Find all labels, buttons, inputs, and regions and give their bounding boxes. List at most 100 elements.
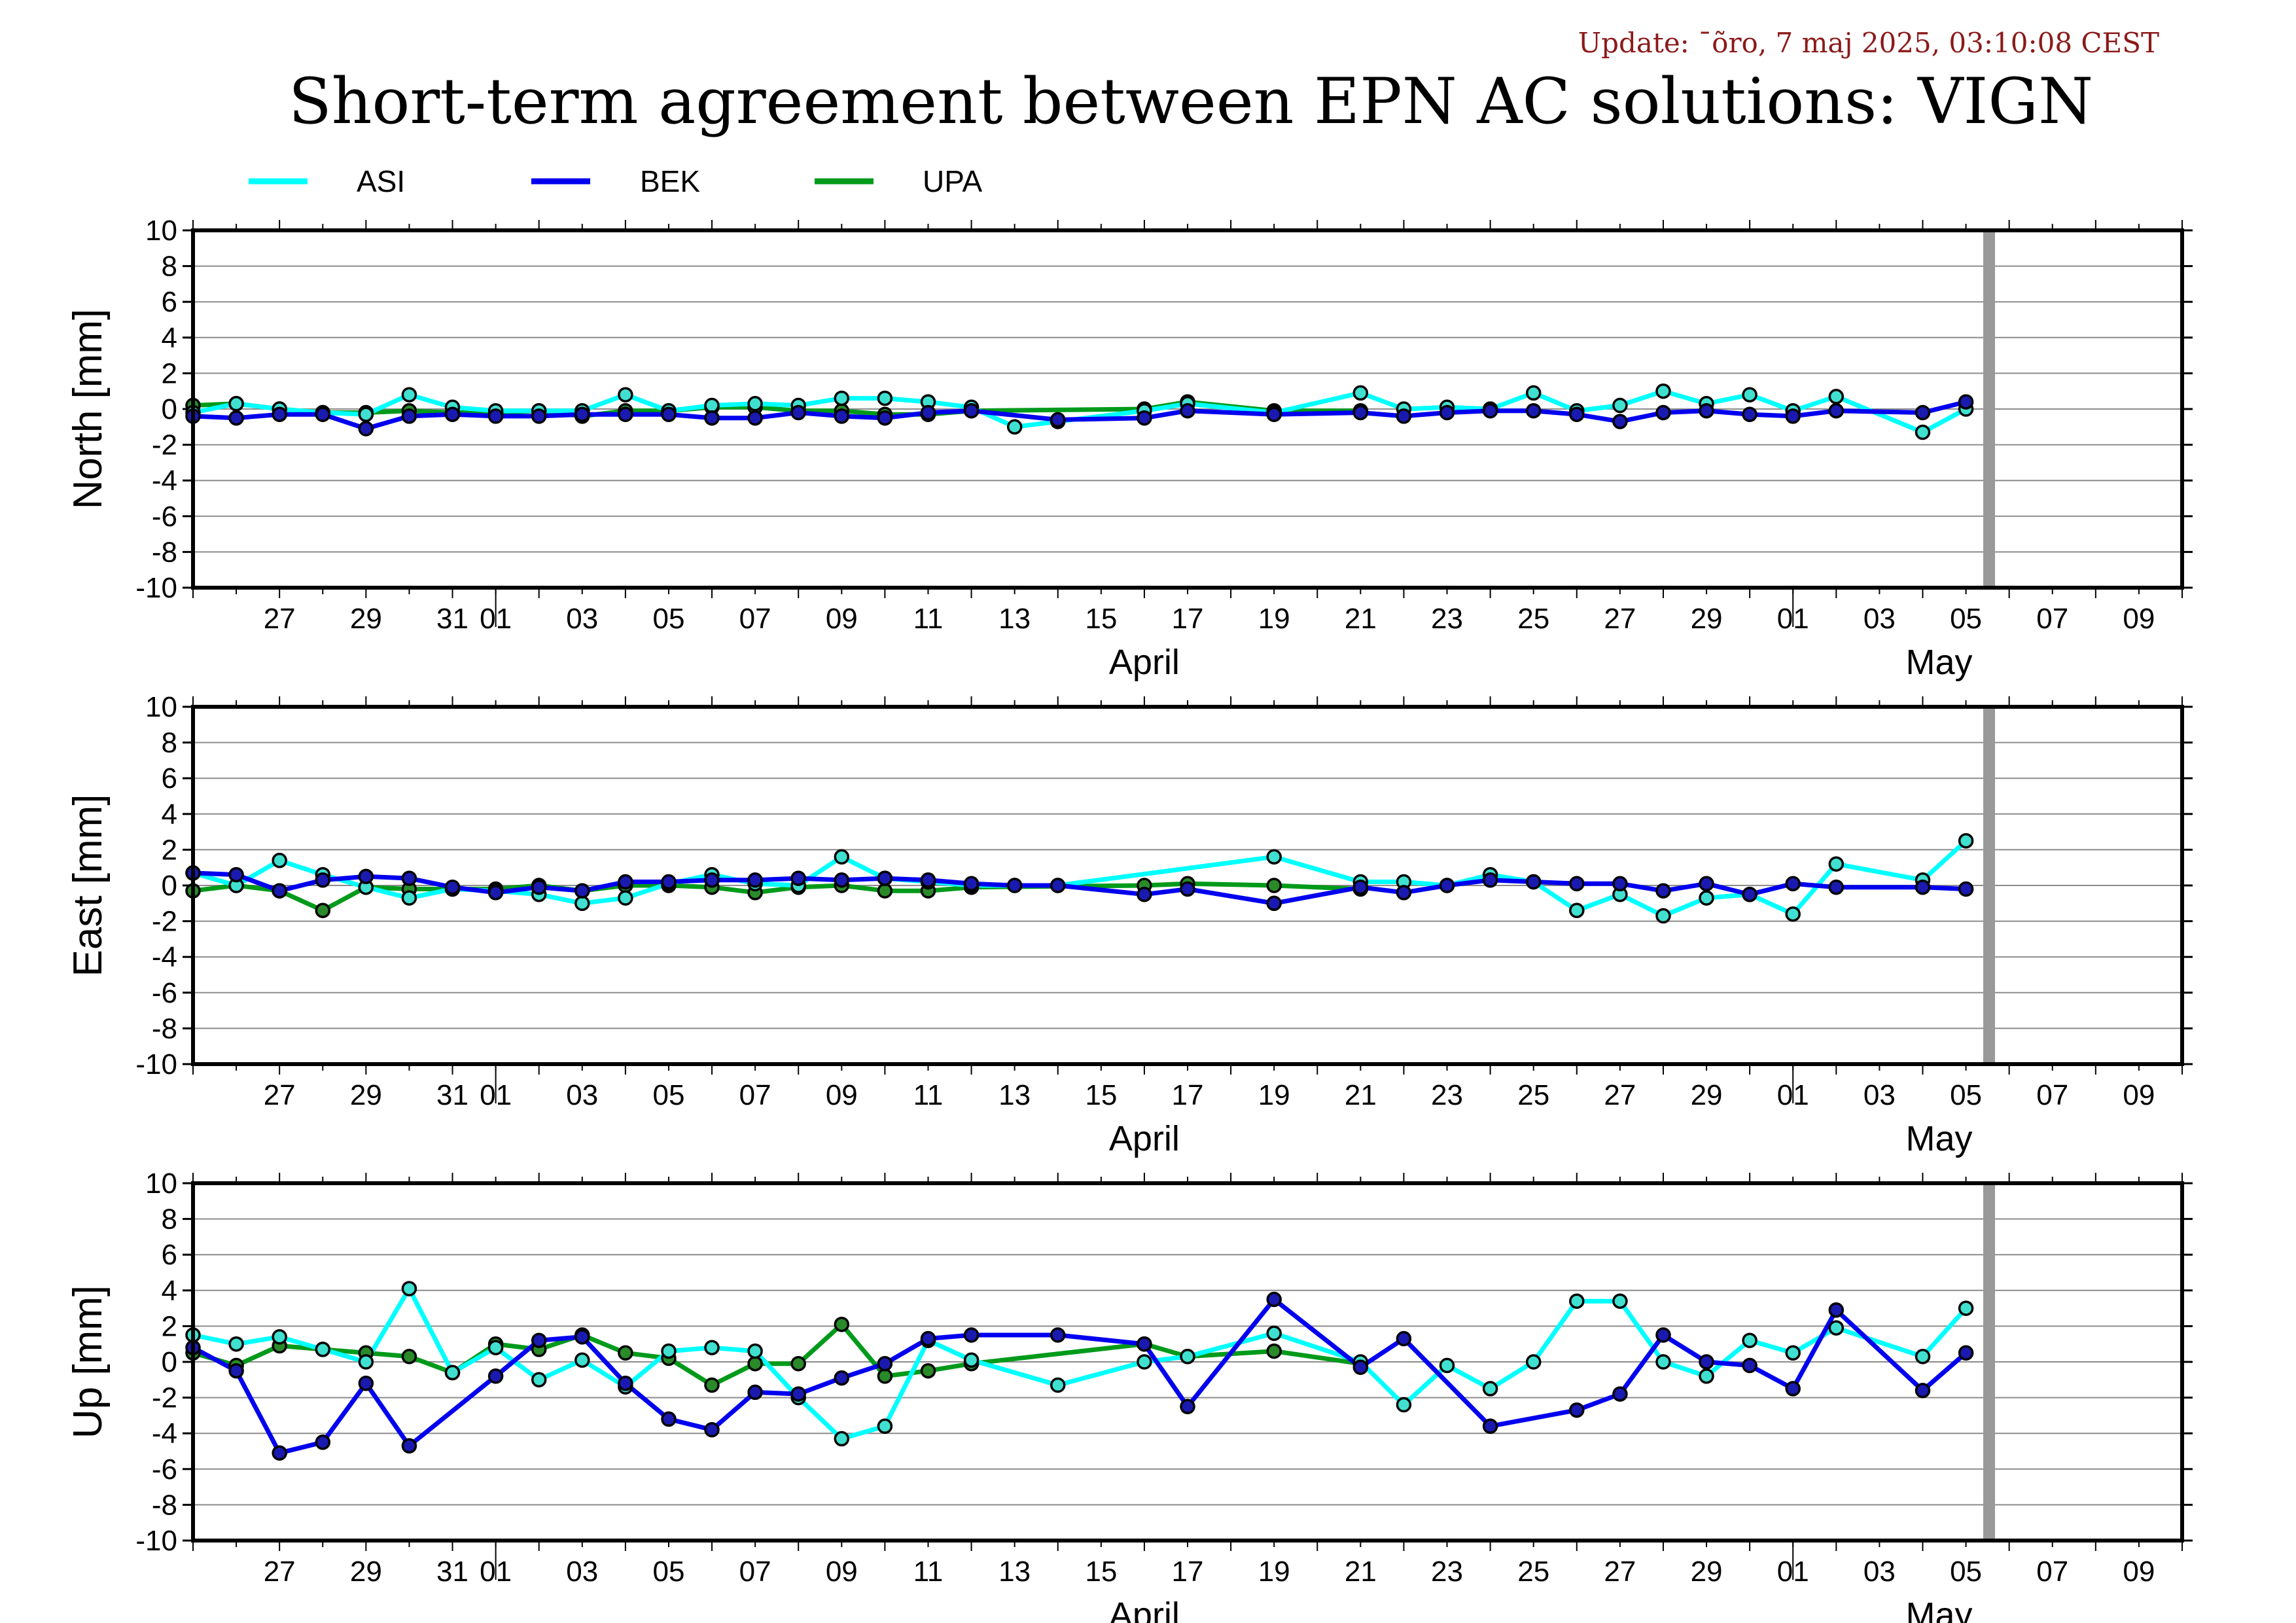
- x-tick-label: 13: [998, 1556, 1031, 1588]
- data-point-bek: [1785, 876, 1801, 892]
- data-point-asi: [1482, 1381, 1498, 1397]
- y-tick-label: -2: [152, 429, 177, 461]
- data-point-asi: [1569, 902, 1585, 918]
- data-point-asi: [1655, 1354, 1671, 1370]
- x-tick-label: 27: [264, 1079, 296, 1111]
- data-point-asi: [661, 1343, 677, 1359]
- data-point-asi: [1785, 906, 1801, 922]
- data-point-bek: [1828, 402, 1845, 419]
- x-tick-label: 13: [998, 1079, 1031, 1111]
- data-point-asi: [1958, 1300, 1974, 1316]
- data-point-asi: [704, 1340, 720, 1355]
- x-tick-label: 29: [1691, 603, 1723, 635]
- data-point-bek: [747, 872, 763, 888]
- data-point-bek: [1396, 885, 1412, 901]
- y-axis-label: North [mm]: [65, 309, 111, 510]
- x-tick-label: 25: [1517, 1556, 1549, 1588]
- x-tick-label: 07: [739, 1079, 771, 1111]
- y-tick-label: -8: [152, 536, 177, 568]
- data-point-bek: [1266, 406, 1282, 422]
- data-point-bek: [618, 874, 633, 890]
- data-point-asi: [272, 853, 287, 868]
- data-point-bek: [1742, 1357, 1757, 1374]
- data-point-bek: [574, 883, 590, 899]
- x-tick-label: 07: [2036, 1079, 2068, 1111]
- data-point-upa: [618, 1345, 633, 1361]
- y-tick-label: 2: [162, 357, 177, 389]
- data-point-bek: [487, 408, 504, 424]
- x-tick-label: 29: [350, 603, 382, 635]
- data-point-bek: [531, 879, 547, 895]
- data-point-bek: [487, 1368, 504, 1384]
- y-tick-label: 10: [145, 1168, 177, 1200]
- y-tick-label: 0: [162, 870, 177, 902]
- data-point-bek: [1699, 402, 1714, 419]
- data-point-bek: [1569, 876, 1585, 892]
- data-point-bek: [358, 421, 374, 437]
- x-tick-label: 05: [652, 1079, 684, 1111]
- data-point-bek: [747, 1384, 763, 1400]
- data-point-asi: [1699, 1368, 1714, 1384]
- data-point-asi: [1742, 1332, 1757, 1348]
- y-tick-label: -2: [152, 906, 177, 938]
- x-tick-label: 17: [1172, 1556, 1204, 1588]
- data-point-bek: [1569, 406, 1585, 422]
- data-point-upa: [920, 1363, 936, 1379]
- data-point-bek: [358, 1376, 374, 1391]
- data-point-asi: [877, 1418, 893, 1435]
- x-tick-label: 05: [1950, 1079, 1982, 1111]
- x-tick-label: 05: [1950, 1556, 1982, 1588]
- data-point-bek: [1915, 1382, 1931, 1399]
- y-tick-label: -8: [152, 1012, 177, 1044]
- x-tick-label: 03: [566, 1079, 598, 1111]
- data-point-asi: [1742, 387, 1757, 402]
- series-line-asi: [192, 839, 1968, 918]
- data-point-bek: [747, 410, 763, 426]
- data-point-upa: [790, 1355, 806, 1372]
- data-point-bek: [920, 872, 936, 888]
- x-tick-label: 19: [1258, 603, 1290, 635]
- y-tick-label: 10: [145, 691, 177, 723]
- data-point-upa: [834, 1316, 850, 1332]
- x-tick-label: 11: [913, 1556, 944, 1588]
- x-tick-label: 05: [652, 1556, 684, 1588]
- data-point-bek: [487, 885, 504, 901]
- data-point-bek: [661, 874, 677, 890]
- data-point-asi: [834, 1431, 850, 1447]
- y-tick-label: 10: [145, 215, 177, 247]
- x-tick-label: 07: [739, 603, 771, 635]
- month-label-may: May: [1905, 643, 1972, 682]
- data-point-asi: [877, 390, 893, 406]
- data-point-bek: [1655, 404, 1671, 421]
- x-tick-label: 15: [1085, 603, 1117, 635]
- data-point-upa: [401, 1349, 417, 1364]
- y-tick-label: 2: [162, 834, 177, 866]
- data-point-bek: [315, 406, 331, 422]
- x-tick-label: 25: [1517, 1079, 1549, 1111]
- data-point-asi: [228, 1336, 244, 1352]
- data-point-asi: [401, 890, 417, 906]
- data-point-upa: [1266, 1343, 1282, 1359]
- x-tick-label: 29: [350, 1079, 382, 1111]
- data-point-bek: [1439, 878, 1455, 893]
- data-gap-bar: [1983, 230, 1995, 588]
- data-point-bek: [1958, 881, 1974, 897]
- chart-title: Short-term agreement between EPN AC solu…: [289, 65, 2093, 138]
- data-point-asi: [1266, 849, 1282, 865]
- month-label-april: April: [1109, 1596, 1180, 1623]
- data-point-bek: [834, 872, 850, 888]
- x-tick-label: 11: [913, 1079, 944, 1111]
- y-tick-label: 6: [162, 286, 177, 318]
- data-point-asi: [1525, 1354, 1542, 1370]
- x-tick-label: 27: [1604, 1079, 1636, 1111]
- y-tick-label: -10: [135, 1525, 177, 1557]
- x-tick-label: 29: [350, 1556, 382, 1588]
- data-point-bek: [1742, 406, 1757, 422]
- data-point-bek: [1655, 883, 1671, 899]
- data-point-bek: [1396, 1330, 1412, 1347]
- data-point-asi: [358, 1354, 374, 1370]
- data-point-bek: [1050, 1327, 1066, 1343]
- data-point-bek: [704, 1421, 720, 1438]
- data-point-bek: [1482, 872, 1498, 888]
